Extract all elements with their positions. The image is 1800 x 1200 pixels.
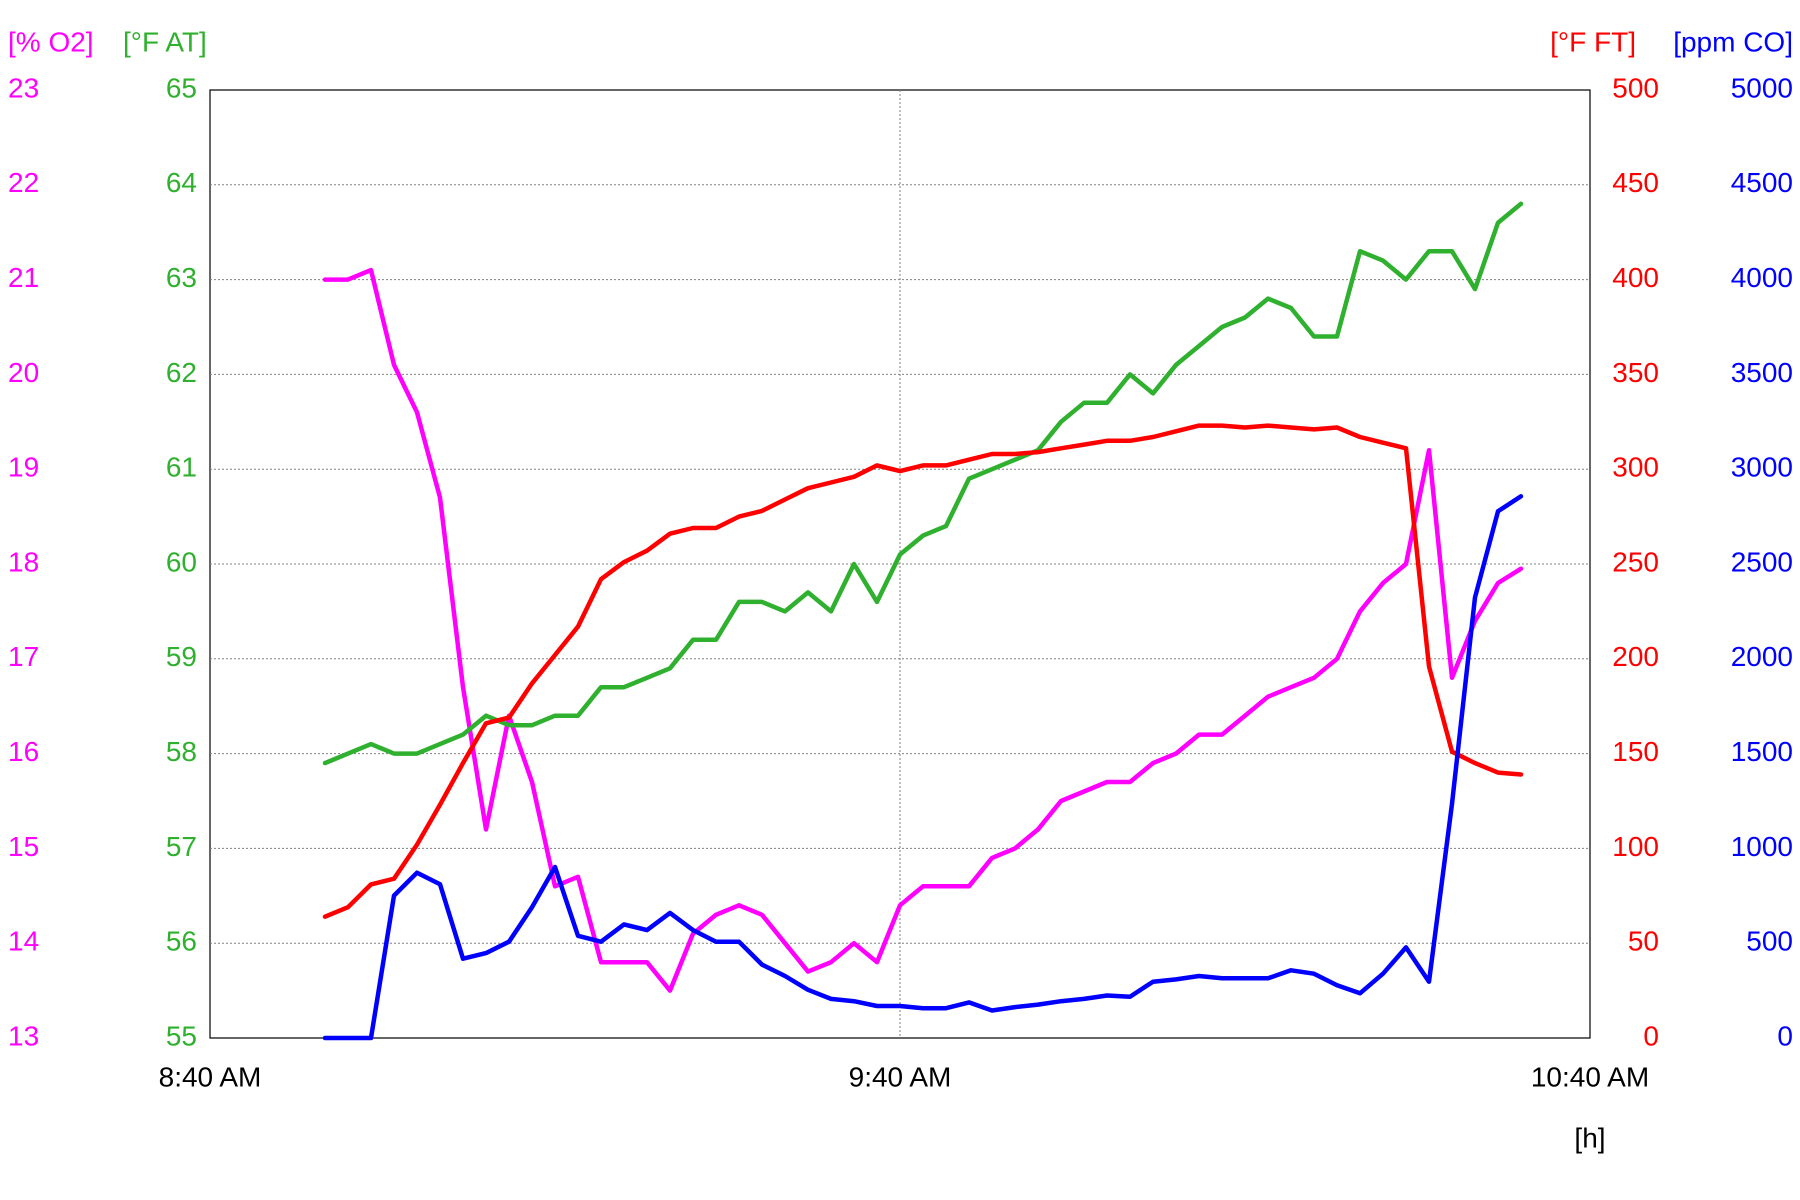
series-line [322, 423, 1524, 919]
y-tick-label: 59 [166, 641, 197, 672]
y-tick-label: 19 [8, 452, 39, 483]
series-line [322, 201, 1524, 766]
y-tick-label: 0 [1777, 1020, 1793, 1051]
y-tick-label: 3500 [1731, 357, 1793, 388]
y-tick-label: 18 [8, 546, 39, 577]
y-tick-label: 16 [8, 736, 39, 767]
y-axis-label: [°F AT] [123, 26, 207, 57]
y-tick-label: 23 [8, 72, 39, 103]
y-tick-label: 58 [166, 736, 197, 767]
y-tick-label: 300 [1612, 452, 1659, 483]
y-tick-label: 5000 [1731, 72, 1793, 103]
x-axis-label: [h] [1574, 1122, 1605, 1153]
y-tick-label: 13 [8, 1020, 39, 1051]
y-tick-label: 500 [1746, 926, 1793, 957]
y-tick-label: 65 [166, 72, 197, 103]
y-tick-label: 22 [8, 167, 39, 198]
y-tick-label: 21 [8, 262, 39, 293]
y-tick-label: 0 [1643, 1020, 1659, 1051]
y-tick-label: 14 [8, 926, 39, 957]
y-tick-label: 50 [1628, 926, 1659, 957]
y-tick-label: 63 [166, 262, 197, 293]
series-line [322, 267, 1524, 993]
y-tick-label: 1000 [1731, 831, 1793, 862]
series-line [322, 494, 1524, 1041]
y-axis-label: [°F FT] [1550, 26, 1636, 57]
y-tick-label: 350 [1612, 357, 1659, 388]
y-tick-label: 62 [166, 357, 197, 388]
y-tick-label: 2500 [1731, 546, 1793, 577]
y-axis-label: [ppm CO] [1673, 26, 1793, 57]
y-tick-label: 60 [166, 546, 197, 577]
y-tick-label: 57 [166, 831, 197, 862]
y-tick-label: 100 [1612, 831, 1659, 862]
y-tick-label: 2000 [1731, 641, 1793, 672]
y-tick-label: 4500 [1731, 167, 1793, 198]
y-tick-label: 15 [8, 831, 39, 862]
y-tick-label: 20 [8, 357, 39, 388]
y-tick-label: 500 [1612, 72, 1659, 103]
y-tick-label: 56 [166, 926, 197, 957]
y-tick-label: 400 [1612, 262, 1659, 293]
y-axis-label: [% O2] [8, 26, 94, 57]
y-tick-label: 17 [8, 641, 39, 672]
y-tick-label: 200 [1612, 641, 1659, 672]
x-tick-label: 9:40 AM [849, 1061, 952, 1092]
x-tick-label: 10:40 AM [1531, 1061, 1649, 1092]
y-tick-label: 3000 [1731, 452, 1793, 483]
y-tick-label: 450 [1612, 167, 1659, 198]
y-tick-label: 4000 [1731, 262, 1793, 293]
y-tick-label: 64 [166, 167, 197, 198]
y-tick-label: 1500 [1731, 736, 1793, 767]
y-tick-label: 55 [166, 1020, 197, 1051]
y-tick-label: 250 [1612, 546, 1659, 577]
y-tick-label: 150 [1612, 736, 1659, 767]
y-tick-label: 61 [166, 452, 197, 483]
x-tick-label: 8:40 AM [159, 1061, 262, 1092]
